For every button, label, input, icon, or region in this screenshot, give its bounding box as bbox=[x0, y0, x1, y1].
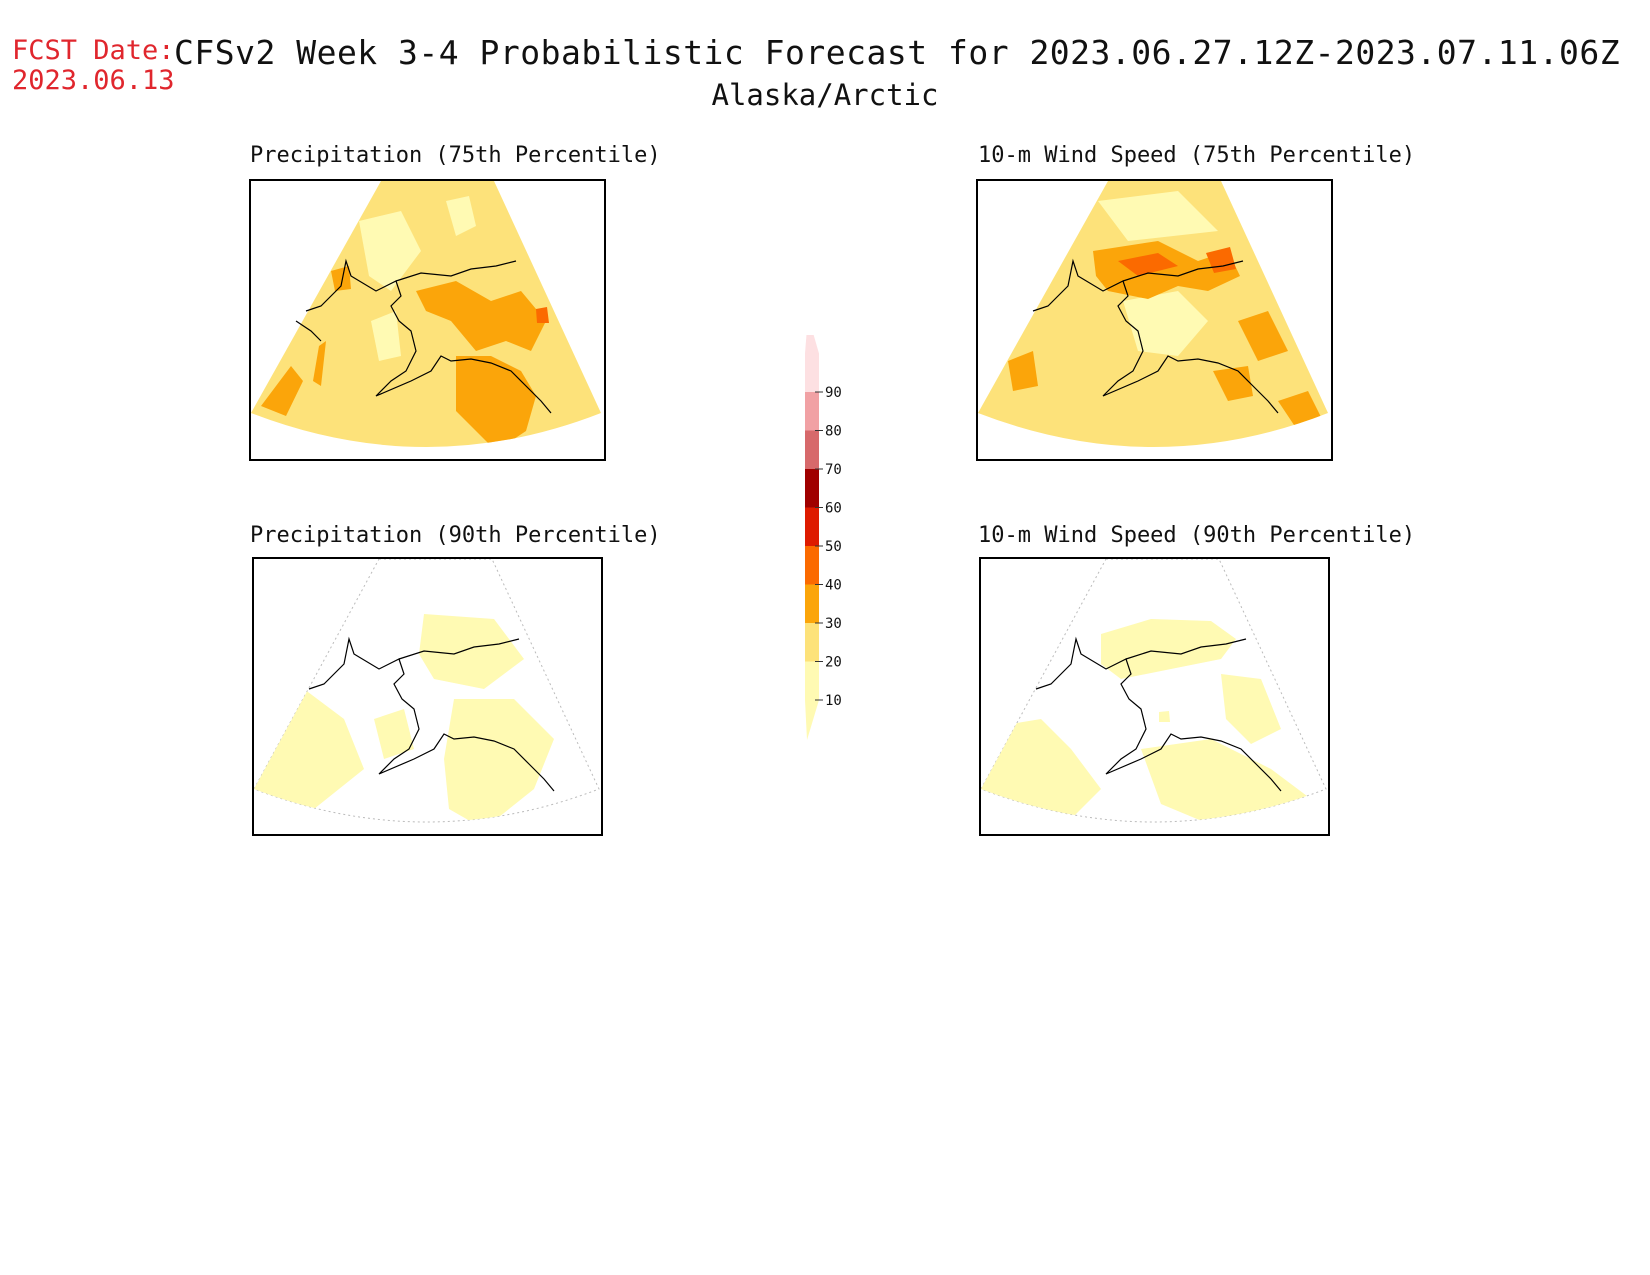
map-panel-wind-75 bbox=[976, 179, 1333, 461]
colorbar-segment-80 bbox=[805, 392, 819, 431]
prob-area-10 bbox=[1101, 619, 1236, 679]
map-wind-75 bbox=[978, 181, 1328, 447]
colorbar-label-60: 60 bbox=[825, 501, 842, 517]
colorbar-label-10: 10 bbox=[825, 693, 842, 709]
colorbar-label-70: 70 bbox=[825, 462, 842, 478]
region-subtitle: Alaska/Arctic bbox=[711, 78, 939, 112]
coastline bbox=[1035, 636, 1282, 792]
prob-area-10 bbox=[359, 211, 421, 291]
prob-area-30 bbox=[331, 266, 351, 291]
prob-area-30 bbox=[1213, 366, 1253, 401]
prob-area-10 bbox=[419, 614, 524, 689]
colorbar-segment-40 bbox=[805, 546, 819, 585]
map-precip-75 bbox=[251, 181, 601, 447]
map-panel-wind-90 bbox=[979, 557, 1330, 836]
colorbar-segment-90 bbox=[805, 353, 819, 392]
prob-area-10 bbox=[371, 311, 401, 361]
prob-area-40 bbox=[536, 307, 549, 323]
prob-area-40 bbox=[1206, 247, 1236, 273]
map-wind-90 bbox=[981, 559, 1327, 823]
prob-area-30 bbox=[261, 366, 303, 416]
coastline bbox=[308, 636, 555, 792]
map-panel-precip-90 bbox=[252, 557, 603, 836]
prob-area-30 bbox=[313, 341, 326, 386]
forecast-date-block: FCST Date: 2023.06.13 bbox=[12, 36, 175, 96]
colorbar-label-90: 90 bbox=[825, 385, 842, 401]
colorbar-svg: 10 20 30 40 50 60 70 80 90 bbox=[805, 315, 842, 740]
prob-area-10 bbox=[446, 196, 476, 236]
map-precip-90 bbox=[254, 559, 600, 823]
colorbar-segment-60 bbox=[805, 469, 819, 508]
forecast-date-label: FCST Date: bbox=[12, 35, 175, 66]
main-title: CFSv2 Week 3-4 Probabilistic Forecast fo… bbox=[174, 33, 1621, 72]
sector-background bbox=[251, 181, 601, 447]
prob-area-30 bbox=[1008, 351, 1038, 391]
colorbar-segment-20 bbox=[805, 623, 819, 662]
colorbar-top-extension bbox=[805, 315, 819, 354]
colorbar-segment-30 bbox=[805, 584, 819, 623]
prob-area-40 bbox=[1118, 253, 1178, 276]
prob-area-10 bbox=[444, 699, 554, 822]
probability-colorbar: 10 20 30 40 50 60 70 80 90 bbox=[800, 315, 900, 745]
prob-area-10 bbox=[1098, 191, 1218, 241]
prob-area-30 bbox=[456, 356, 536, 447]
prob-area-10 bbox=[374, 709, 414, 759]
panel-title-wind-90: 10-m Wind Speed (90th Percentile) bbox=[978, 523, 1416, 548]
colorbar-segment-70 bbox=[805, 430, 819, 469]
panel-title-precip-90: Precipitation (90th Percentile) bbox=[250, 523, 661, 548]
colorbar-label-40: 40 bbox=[825, 578, 842, 594]
coastline bbox=[295, 258, 552, 414]
colorbar-label-50: 50 bbox=[825, 539, 842, 555]
prob-area-30 bbox=[416, 281, 546, 351]
prob-area-10 bbox=[1221, 674, 1281, 744]
coastline bbox=[1032, 258, 1279, 414]
colorbar-segment-10 bbox=[805, 661, 819, 700]
panel-title-wind-75: 10-m Wind Speed (75th Percentile) bbox=[978, 143, 1416, 168]
colorbar-label-30: 30 bbox=[825, 616, 842, 632]
forecast-date-value: 2023.06.13 bbox=[12, 65, 175, 96]
prob-area-10 bbox=[1123, 291, 1208, 356]
map-panel-precip-75 bbox=[249, 179, 606, 461]
panel-title-precip-75: Precipitation (75th Percentile) bbox=[250, 143, 661, 168]
colorbar-label-20: 20 bbox=[825, 655, 842, 671]
colorbar-label-80: 80 bbox=[825, 424, 842, 440]
prob-area-30 bbox=[1238, 311, 1288, 361]
prob-area-10 bbox=[1159, 711, 1170, 722]
prob-area-10 bbox=[1141, 739, 1311, 822]
colorbar-bottom-extension bbox=[805, 700, 819, 740]
prob-area-30 bbox=[1093, 241, 1240, 299]
colorbar-segment-50 bbox=[805, 507, 819, 546]
